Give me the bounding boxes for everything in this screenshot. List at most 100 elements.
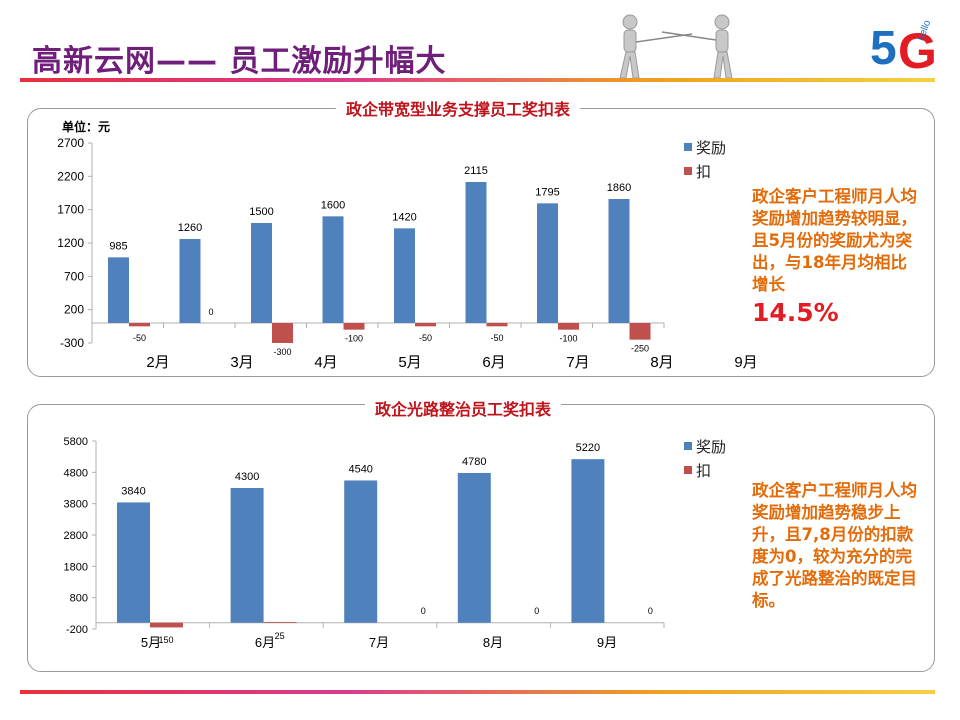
legend-item-reward: 奖励: [684, 135, 726, 159]
svg-text:5: 5: [870, 22, 897, 75]
x-tick-label: 9月: [597, 635, 617, 650]
panel-title: 政企带宽型业务支撑员工奖扣表: [336, 96, 581, 120]
data-label-reward: 5220: [576, 442, 600, 454]
data-label-reward: 1500: [249, 206, 273, 218]
legend-swatch: [684, 466, 692, 474]
bar-reward: [251, 223, 272, 323]
x-tick-label: 6月: [482, 354, 505, 371]
y-tick-label: -200: [66, 624, 88, 636]
bar-reward: [117, 502, 150, 623]
bar-deduct: [129, 323, 150, 327]
x-tick-label: 5月: [398, 354, 421, 371]
data-label-reward: 2115: [464, 165, 488, 177]
y-tick-label: 1200: [57, 236, 84, 250]
panel-title: 政企光路整治员工奖扣表: [365, 396, 562, 420]
x-tick-label: 8月: [650, 354, 673, 371]
data-label-deduct: -100: [345, 334, 363, 344]
y-tick-label: 2800: [64, 530, 88, 542]
data-label-reward: 1600: [321, 199, 345, 211]
data-label-reward: 4540: [348, 463, 372, 475]
x-tick-label: 2月: [146, 354, 169, 371]
bar-reward: [230, 488, 264, 623]
data-label-deduct: -50: [490, 333, 503, 343]
bar-reward: [108, 257, 129, 323]
y-tick-label: 4800: [64, 467, 88, 479]
x-tick-label: 6月: [255, 635, 275, 650]
legend-swatch: [684, 442, 692, 450]
panel-note: 政企客户工程师月人均奖励增加趋势较明显，且5月份的奖励尤为突出，与18年月均相比…: [752, 187, 917, 294]
y-tick-label: 3800: [64, 499, 88, 511]
footer-divider: [20, 690, 935, 694]
bar-reward: [344, 480, 378, 623]
legend-item-deduct: 扣: [684, 458, 726, 482]
y-tick-label: 800: [70, 593, 88, 605]
data-label-deduct: -50: [419, 333, 432, 343]
bar-deduct: [558, 323, 579, 330]
bar-deduct: [629, 323, 651, 340]
x-tick-label: 3月: [230, 354, 253, 371]
fencing-figures-illustration: [619, 14, 733, 79]
bar-deduct: [272, 323, 293, 343]
y-tick-label: 2200: [57, 169, 84, 183]
bar-reward: [322, 216, 344, 323]
x-tick-label: 8月: [483, 635, 503, 650]
data-label-deduct: 25: [275, 631, 285, 641]
data-label-deduct: -250: [631, 344, 649, 354]
x-tick-label: 7月: [369, 635, 389, 650]
y-tick-label: 700: [64, 269, 84, 283]
x-tick-label: 9月: [734, 354, 757, 371]
growth-highlight: 14.5%: [752, 298, 839, 327]
bar-deduct: [263, 621, 297, 623]
brand-logo: 5 G hello: [868, 8, 948, 79]
x-tick-label: 4月: [314, 354, 337, 371]
bar-deduct: [343, 323, 365, 330]
legend-item-deduct: 扣: [684, 159, 726, 183]
bar-reward: [457, 472, 491, 623]
legend-swatch: [684, 167, 692, 175]
data-label-reward: 1795: [535, 186, 559, 198]
data-label-reward: 4300: [235, 471, 259, 483]
bar-deduct: [415, 323, 436, 327]
y-tick-label: 2700: [57, 136, 84, 150]
legend-label: 扣: [696, 461, 712, 480]
data-label-reward: 1260: [178, 222, 202, 234]
y-tick-label: -300: [60, 336, 84, 350]
data-label-reward: 4780: [462, 456, 486, 468]
bar-reward: [608, 199, 630, 323]
bar-reward: [179, 239, 201, 323]
data-label-deduct: 0: [534, 606, 539, 616]
data-label-reward: 985: [109, 240, 127, 252]
data-label-deduct: 0: [208, 307, 213, 317]
bar-reward: [465, 182, 487, 323]
unit-label: 单位：元: [62, 120, 111, 134]
y-tick-label: 200: [64, 303, 84, 317]
x-tick-label: 5月: [141, 635, 161, 650]
data-label-deduct: -300: [273, 347, 291, 357]
data-label-reward: 1860: [607, 182, 631, 194]
bar-reward: [537, 203, 558, 323]
page-title: 高新云网—— 员工激励升幅大: [32, 44, 447, 79]
data-label-deduct: -50: [133, 333, 146, 343]
data-label-reward: 1420: [392, 211, 416, 223]
chart-legend: 奖励 扣: [684, 434, 726, 482]
legend-label: 扣: [696, 162, 712, 181]
svg-text:G: G: [898, 23, 937, 78]
bar-reward: [394, 228, 415, 323]
bar-reward: [571, 459, 605, 623]
legend-label: 奖励: [696, 138, 727, 157]
data-label-deduct: 150: [158, 635, 173, 645]
chart-legend: 奖励 扣: [684, 135, 726, 183]
bar-deduct: [150, 622, 183, 628]
legend-item-reward: 奖励: [684, 434, 726, 458]
header-divider: [20, 78, 935, 82]
data-label-deduct: 0: [648, 606, 653, 616]
bar-deduct: [486, 323, 508, 327]
data-label-deduct: -100: [559, 334, 577, 344]
panel-note: 政企客户工程师月人均奖励增加趋势稳步上升，且7,8月份的扣款度为0，较为充分的完…: [752, 481, 917, 610]
y-tick-label: 5800: [64, 436, 88, 448]
data-label-deduct: 0: [421, 606, 426, 616]
legend-swatch: [684, 143, 692, 151]
y-tick-label: 1700: [57, 203, 84, 217]
